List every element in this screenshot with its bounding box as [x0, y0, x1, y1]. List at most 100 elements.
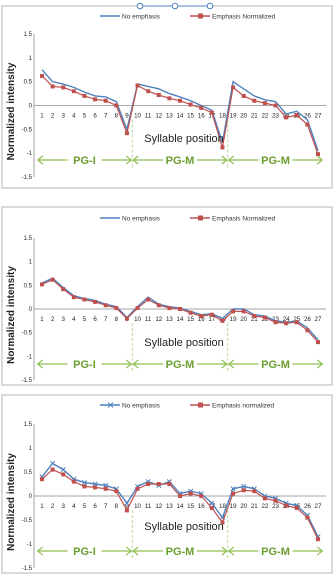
x-tick-label: 13 [166, 113, 173, 120]
data-point [316, 537, 320, 542]
data-point [82, 297, 87, 302]
region-arrow-left [132, 155, 139, 165]
y-axis-label: Normalized intensity [6, 62, 17, 160]
x-tick-label: 20 [240, 503, 247, 510]
legend-entry: Emphasis Normalized [212, 14, 276, 21]
data-point [71, 479, 76, 484]
region-arrow-left [227, 546, 235, 556]
y-tick-label: 0.5 [24, 283, 33, 289]
y-tick-label: -0.5 [22, 331, 33, 337]
x-tick-label: 26 [304, 503, 311, 510]
data-point [209, 506, 214, 510]
y-tick-label: 0 [29, 307, 33, 313]
region-label-bg [258, 153, 293, 166]
y-tick-label: 0 [29, 494, 33, 500]
x-tick-label: 22 [261, 503, 268, 510]
data-point [93, 485, 98, 490]
region-arrow-left [227, 359, 235, 369]
x-tick-label: 1 [40, 503, 44, 510]
data-point [114, 306, 119, 311]
data-point [50, 467, 55, 472]
x-tick-label: 15 [187, 503, 194, 510]
data-point [146, 89, 151, 94]
x-tick-label: 16 [198, 113, 205, 120]
data-point [262, 101, 267, 106]
data-point [220, 145, 225, 150]
x-tick-label: 3 [62, 113, 66, 120]
data-point [316, 340, 320, 345]
x-tick-label: 4 [72, 113, 76, 120]
data-point [135, 83, 140, 88]
x-tick-label: 10 [134, 316, 141, 323]
legend-entry: Emphasis Normalized [212, 216, 276, 223]
x-tick-label: 26 [304, 113, 311, 120]
x-tick-label: 6 [93, 316, 97, 323]
x-tick-label: 2 [51, 113, 55, 120]
data-point [124, 508, 129, 513]
y-tick-label: -1.5 [22, 566, 33, 572]
x-tick-label: 26 [304, 316, 311, 323]
y-tick-label: 0.5 [24, 470, 33, 476]
x-tick-label: 7 [104, 113, 108, 120]
data-point [146, 297, 151, 302]
region-label-bg [163, 544, 197, 557]
data-point [220, 318, 225, 323]
data-point [71, 89, 76, 94]
x-tick-label: 5 [83, 113, 87, 120]
y-tick-label: -1.5 [22, 378, 33, 384]
x-tick-label: 23 [272, 503, 279, 510]
region-arrow-left [227, 155, 235, 165]
data-point [199, 105, 204, 110]
data-point [114, 103, 119, 108]
data-point [178, 494, 182, 498]
legend-swatch-marker [107, 402, 114, 408]
x-tick-label: 9 [125, 503, 129, 510]
series-2 [40, 73, 320, 157]
data-point [284, 503, 289, 508]
data-point [124, 316, 129, 321]
data-point [61, 287, 66, 292]
data-point [284, 115, 289, 120]
x-tick-label: 14 [177, 316, 184, 323]
data-point [316, 152, 320, 157]
data-point [156, 303, 161, 308]
x-tick-label: 11 [145, 113, 152, 120]
data-point [231, 85, 236, 90]
data-point [305, 515, 310, 520]
data-point [188, 491, 193, 496]
region-label: PG-M [261, 546, 290, 558]
x-tick-label: 1 [40, 113, 44, 120]
data-point [231, 491, 236, 496]
data-point [178, 98, 182, 103]
data-point [241, 309, 246, 314]
region-arrow-right [221, 359, 228, 369]
y-tick-label: 1.5 [24, 32, 33, 38]
data-point [294, 320, 299, 325]
data-point [114, 489, 119, 494]
data-point [305, 122, 310, 127]
data-point [209, 110, 214, 115]
x-tick-label: 12 [155, 113, 162, 120]
x-tick-label: 4 [72, 503, 76, 510]
x-tick-label: 27 [315, 503, 322, 510]
data-point [50, 84, 55, 89]
data-point [252, 314, 257, 319]
x-tick-label: 21 [251, 316, 258, 323]
legend: No emphasis Emphasis normalized [100, 402, 275, 410]
x-tick-label: 20 [240, 113, 247, 120]
series-2 [40, 277, 320, 345]
x-tick-label: 8 [115, 316, 119, 323]
x-tick-label: 19 [230, 316, 237, 323]
x-tick-label: 8 [115, 113, 119, 120]
x-tick-label: 5 [83, 316, 87, 323]
series-1 [41, 69, 319, 152]
x-tick-label: 14 [177, 503, 184, 510]
data-point [60, 467, 66, 473]
x-tick-label: 17 [208, 316, 215, 323]
x-tick-label: 2 [51, 316, 55, 323]
data-point [93, 97, 98, 102]
region-label: PG-I [73, 546, 96, 558]
data-point [81, 480, 88, 486]
